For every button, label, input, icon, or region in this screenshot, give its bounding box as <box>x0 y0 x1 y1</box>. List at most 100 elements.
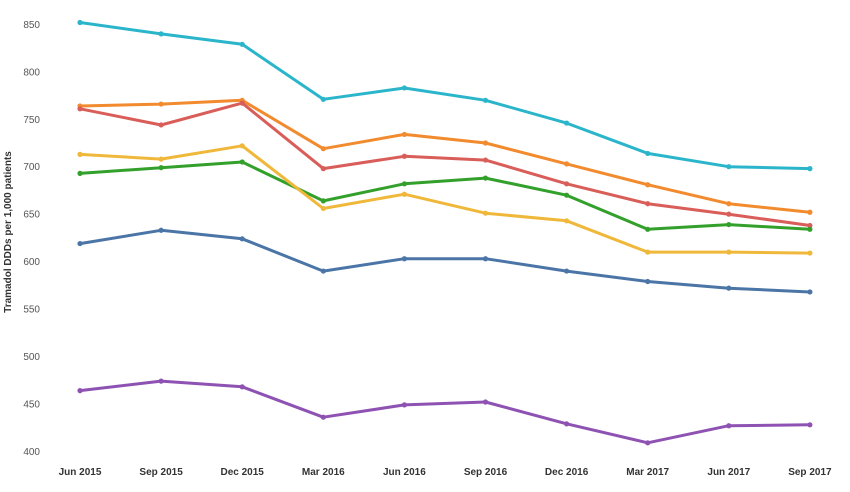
data-point <box>239 236 245 242</box>
data-point <box>239 41 245 47</box>
x-tick-label: Jun 2016 <box>383 467 426 478</box>
data-point <box>320 268 326 274</box>
series-lines <box>78 21 812 445</box>
y-axis-title: Tramadol DDDs per 1,000 patients <box>3 151 14 313</box>
data-point <box>807 250 813 256</box>
data-point <box>158 165 164 171</box>
data-point <box>645 150 651 157</box>
data-point <box>158 101 164 107</box>
data-point <box>645 182 651 188</box>
data-point <box>807 209 813 215</box>
data-point <box>401 402 407 408</box>
data-point <box>564 192 570 198</box>
y-tick-label: 450 <box>23 399 40 410</box>
y-tick-label: 800 <box>23 67 40 78</box>
data-point <box>401 85 407 91</box>
x-axis-ticks: Jun 2015 Sep 2015 Dec 2015 Mar 2016 Jun 2016… <box>59 467 832 478</box>
data-point <box>645 201 651 207</box>
series-line <box>78 379 812 445</box>
data-point <box>320 414 326 420</box>
data-point <box>401 191 407 197</box>
data-point <box>564 421 570 427</box>
data-point <box>482 157 489 163</box>
data-point <box>77 106 83 112</box>
data-point <box>77 388 83 394</box>
y-tick-label: 850 <box>23 20 40 31</box>
x-tick-label: Jun 2015 <box>59 467 102 478</box>
data-point <box>158 227 164 233</box>
data-point <box>645 226 651 232</box>
series-line <box>78 160 812 231</box>
data-point <box>726 423 732 429</box>
x-tick-label: Mar 2017 <box>626 467 669 478</box>
data-point <box>77 240 83 247</box>
data-point <box>320 166 326 172</box>
x-tick-label: Jun 2017 <box>707 467 750 478</box>
data-point <box>401 256 407 262</box>
data-point <box>807 166 813 172</box>
x-tick-label: Sep 2016 <box>464 467 508 478</box>
y-axis-title-group: Tramadol DDDs per 1,000 patients <box>3 151 14 313</box>
data-point <box>726 211 732 217</box>
data-point <box>401 153 407 159</box>
y-tick-label: 550 <box>23 305 40 316</box>
data-point <box>726 201 732 207</box>
data-point <box>807 289 813 295</box>
x-tick-label: Dec 2016 <box>545 467 589 478</box>
data-point <box>401 131 407 138</box>
data-point <box>482 399 489 405</box>
data-point <box>482 175 489 181</box>
data-point <box>158 31 164 37</box>
series-line <box>78 101 812 227</box>
series-line <box>78 98 812 214</box>
data-point <box>239 384 245 390</box>
data-point <box>77 19 83 26</box>
data-point <box>807 226 813 232</box>
series-line <box>78 228 812 294</box>
data-point <box>564 120 570 126</box>
data-point <box>482 256 489 262</box>
data-point <box>726 221 732 228</box>
data-point <box>645 249 651 255</box>
data-point <box>564 161 570 167</box>
x-tick-label: Mar 2016 <box>302 467 345 478</box>
data-point <box>158 156 164 162</box>
y-axis-ticks: 400 450 500 550 600 650 700 750 800 850 <box>23 20 40 458</box>
data-point <box>807 222 813 229</box>
y-tick-label: 600 <box>23 257 40 268</box>
data-point <box>726 164 732 170</box>
series-points <box>77 19 813 446</box>
data-point <box>158 378 164 384</box>
data-point <box>482 97 489 103</box>
data-point <box>564 218 570 224</box>
y-tick-label: 500 <box>23 352 40 363</box>
data-point <box>807 422 813 428</box>
series-line <box>78 21 812 171</box>
data-point <box>77 170 83 176</box>
data-point <box>320 146 326 152</box>
data-point <box>401 181 407 187</box>
data-point <box>564 268 570 274</box>
y-tick-label: 400 <box>23 447 40 458</box>
data-point <box>239 159 245 165</box>
data-point <box>645 278 651 285</box>
data-point <box>726 249 732 255</box>
data-point <box>77 151 83 157</box>
data-point <box>482 210 489 216</box>
x-tick-label: Sep 2017 <box>788 467 832 478</box>
data-point <box>320 198 326 204</box>
data-point <box>482 140 489 146</box>
data-point <box>564 181 570 187</box>
series-line <box>78 144 812 255</box>
y-tick-label: 650 <box>23 210 40 221</box>
data-point <box>239 100 245 106</box>
data-point <box>239 143 245 149</box>
data-point <box>726 285 732 291</box>
x-tick-label: Sep 2015 <box>139 467 183 478</box>
x-tick-label: Dec 2015 <box>221 467 265 478</box>
data-point <box>320 205 326 212</box>
data-point <box>158 122 164 128</box>
data-point <box>645 440 651 446</box>
y-tick-label: 750 <box>23 115 40 126</box>
